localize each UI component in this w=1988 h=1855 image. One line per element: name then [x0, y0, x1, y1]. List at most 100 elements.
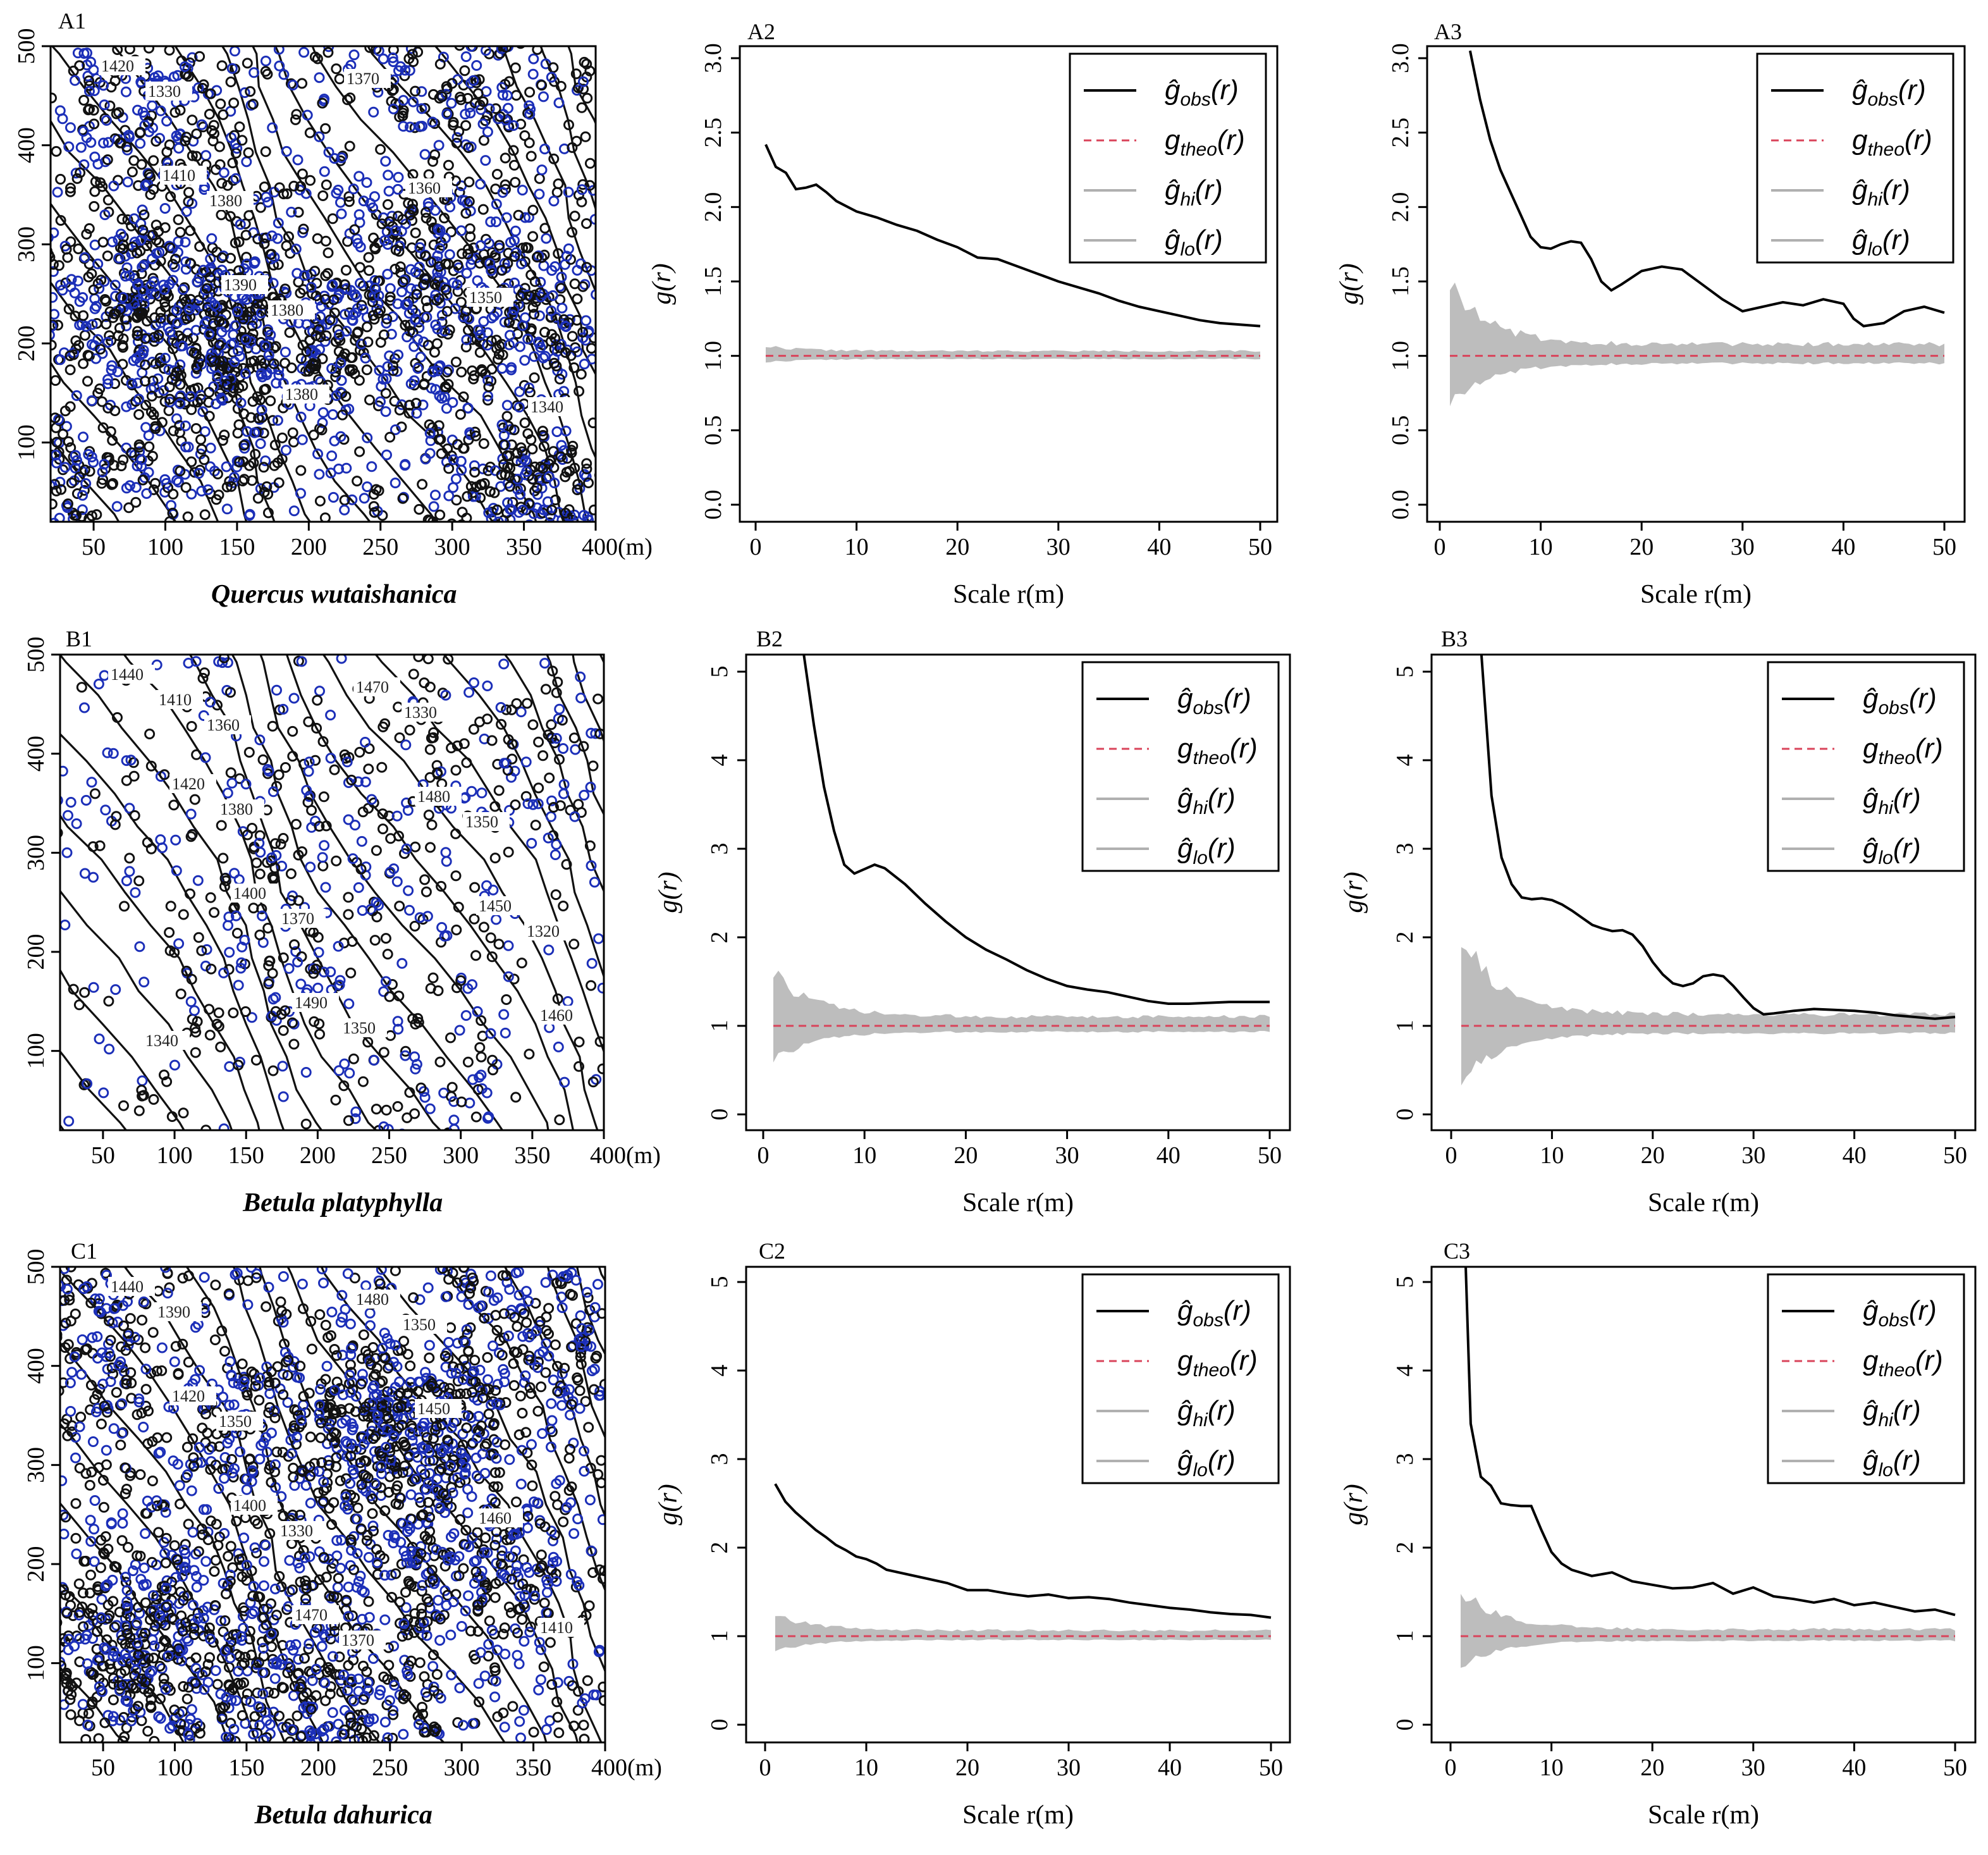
tree-point — [233, 345, 244, 357]
tree-point — [71, 1548, 82, 1560]
tree-point — [204, 1004, 215, 1015]
tree-point — [70, 168, 82, 179]
tree-point — [121, 305, 133, 316]
contour-label-bg — [169, 774, 216, 793]
tree-point — [558, 743, 569, 754]
tree-point — [221, 481, 233, 493]
tree-point — [463, 142, 474, 153]
tree-point — [498, 521, 505, 522]
tree-point — [598, 1573, 605, 1584]
tree-point — [106, 479, 118, 490]
tree-point — [371, 897, 382, 908]
tree-point — [141, 488, 152, 499]
tree-point — [317, 190, 329, 201]
tree-point — [348, 183, 359, 195]
tree-point — [297, 168, 308, 180]
tree-point — [85, 137, 97, 148]
legend-box — [1081, 661, 1280, 872]
tree-point — [344, 140, 355, 152]
tree-point — [226, 1694, 237, 1706]
tree-point — [183, 1357, 194, 1368]
tree-point — [232, 302, 243, 314]
tree-point — [433, 985, 444, 996]
tree-point — [83, 223, 95, 234]
tree-point — [321, 179, 332, 190]
tree-point — [611, 274, 620, 283]
tree-point — [39, 345, 47, 354]
tree-point — [335, 431, 347, 442]
tree-point — [591, 289, 596, 300]
y-tick-label: 0.0 — [700, 490, 727, 520]
tree-point — [560, 507, 571, 519]
legend-label: gtheo(r) — [1852, 125, 1932, 160]
tree-point — [2, 1613, 11, 1622]
tree-point — [0, 526, 8, 534]
tree-point — [347, 853, 359, 865]
x-tick-label: 20 — [1641, 1142, 1665, 1169]
tree-point — [240, 368, 251, 379]
tree-point — [364, 46, 376, 53]
tree-point — [380, 388, 391, 399]
tree-point — [148, 184, 159, 195]
tree-point — [574, 1037, 585, 1047]
contour-label: 1350 — [465, 813, 498, 831]
envelope-band — [766, 346, 1260, 363]
tree-point — [491, 1558, 502, 1569]
tree-point — [420, 207, 431, 218]
tree-point — [101, 114, 112, 126]
tree-point — [466, 786, 477, 797]
tree-point — [438, 33, 447, 42]
tree-point — [578, 510, 589, 521]
tree-point — [588, 332, 596, 343]
tree-point — [78, 358, 89, 369]
contour-label-bg — [292, 993, 339, 1012]
tree-point — [404, 1087, 415, 1098]
tree-point — [226, 481, 237, 492]
tree-point — [411, 284, 422, 295]
tree-point — [352, 476, 363, 487]
tree-point — [625, 472, 634, 481]
tree-point — [443, 1336, 455, 1348]
tree-point — [102, 1407, 113, 1418]
tree-point — [463, 687, 475, 698]
x-tick-label: 400(m) — [590, 1142, 661, 1169]
tree-point — [470, 430, 481, 441]
tree-point — [394, 732, 405, 743]
tree-point — [164, 393, 175, 405]
tree-point — [546, 795, 557, 806]
tree-point — [321, 1360, 333, 1372]
tree-point — [608, 478, 617, 487]
tree-point — [279, 347, 291, 358]
tree-point — [118, 239, 129, 250]
tree-point — [102, 1364, 113, 1375]
tree-point — [201, 316, 212, 327]
tree-point — [600, 484, 609, 493]
tree-point — [267, 994, 279, 1005]
tree-point — [390, 1267, 401, 1276]
tree-point — [226, 1454, 237, 1465]
tree-point — [148, 1094, 159, 1105]
tree-point — [411, 1059, 422, 1070]
tree-point — [536, 164, 548, 176]
tree-point — [276, 860, 288, 872]
contour-label-bg — [143, 1031, 190, 1050]
tree-point — [345, 1318, 356, 1329]
tree-point — [486, 312, 498, 324]
tree-point — [181, 1693, 193, 1704]
tree-point — [384, 991, 395, 1002]
obs-line — [802, 655, 1270, 1005]
tree-point — [125, 755, 137, 766]
tree-point — [8, 1674, 17, 1683]
tree-point — [154, 352, 166, 364]
tree-point — [434, 1267, 446, 1275]
tree-point — [537, 750, 549, 761]
tree-point — [1, 1324, 10, 1333]
contour-label-bg — [218, 799, 264, 818]
tree-point — [102, 250, 113, 262]
tree-point — [493, 516, 504, 522]
tree-point — [573, 1686, 584, 1697]
tree-point — [62, 1430, 73, 1441]
tree-point — [431, 295, 443, 306]
tree-point — [297, 434, 308, 445]
tree-point — [574, 1385, 586, 1396]
